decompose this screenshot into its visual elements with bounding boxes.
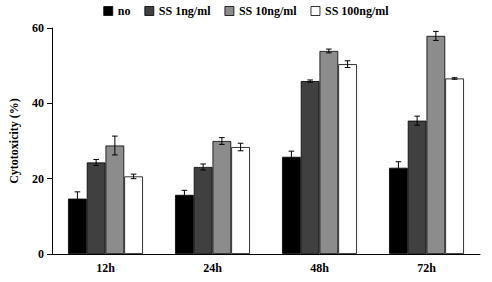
svg-text:SS 10ng/ml: SS 10ng/ml	[239, 4, 297, 18]
svg-text:60: 60	[32, 21, 44, 35]
svg-text:40: 40	[32, 96, 44, 110]
svg-text:SS 100ng/ml: SS 100ng/ml	[325, 4, 389, 18]
svg-text:48h: 48h	[310, 261, 329, 275]
svg-text:20: 20	[32, 172, 44, 186]
svg-text:Cytotoxicity (%): Cytotoxicity (%)	[7, 98, 21, 184]
svg-text:SS 1ng/ml: SS 1ng/ml	[159, 4, 211, 18]
svg-text:0: 0	[38, 247, 44, 261]
svg-text:12h: 12h	[96, 261, 115, 275]
svg-text:24h: 24h	[203, 261, 222, 275]
svg-text:no: no	[118, 4, 131, 18]
svg-text:72h: 72h	[417, 261, 436, 275]
